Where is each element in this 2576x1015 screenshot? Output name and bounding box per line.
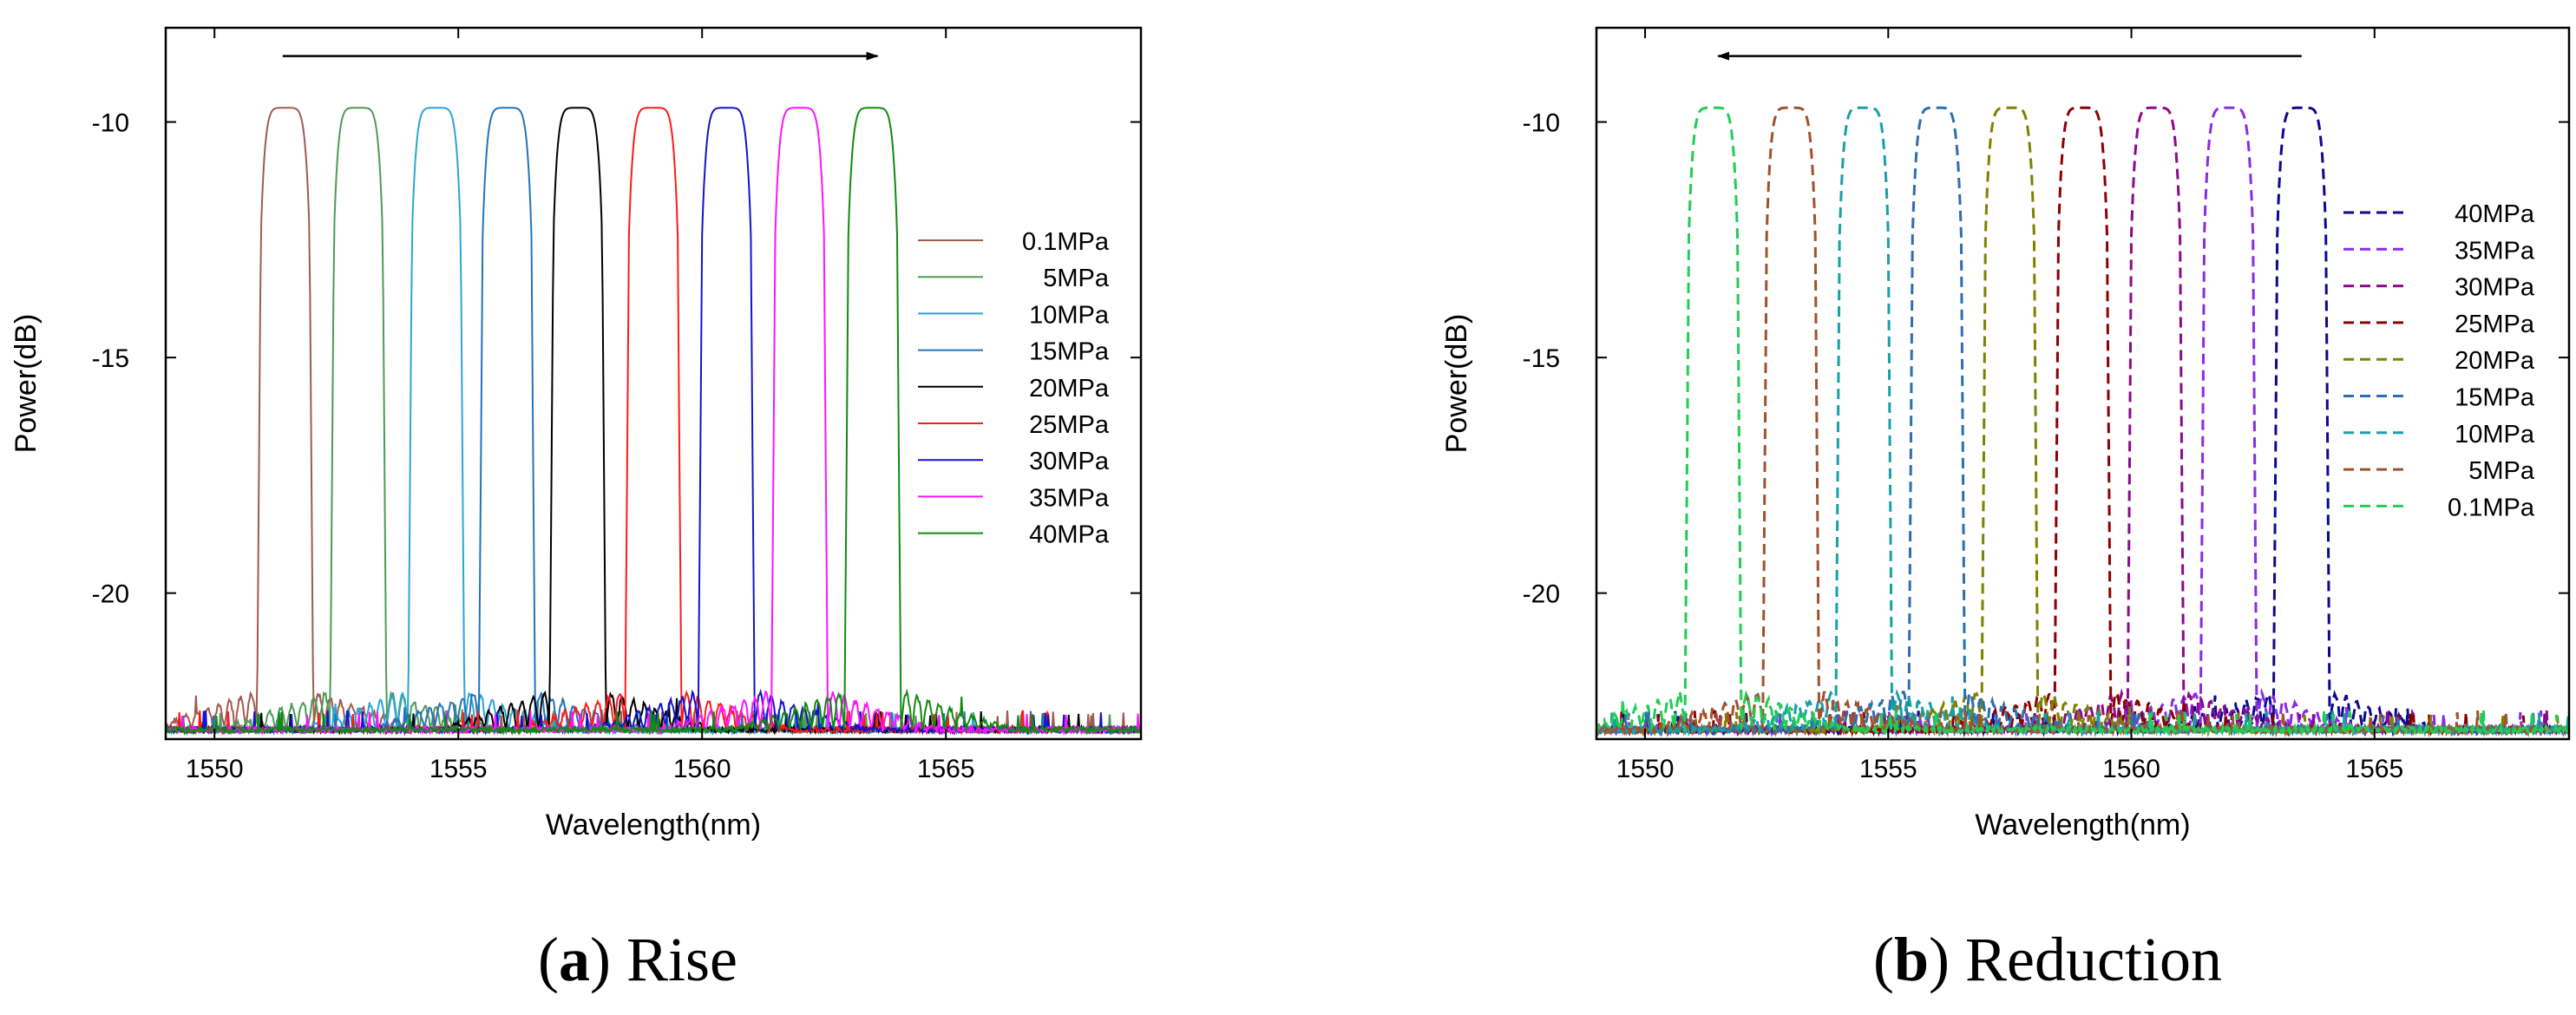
legend-label-25MPa: 25MPa: [1029, 411, 1110, 439]
plot-area: [166, 107, 1141, 737]
x-tick-label: 1555: [429, 755, 488, 783]
series-line-20MPa: [1596, 106, 2569, 738]
y-axis-label: Power(dB): [10, 314, 43, 454]
legend-label-35MPa: 35MPa: [1029, 484, 1110, 512]
x-axis-label: Wavelength(nm): [1975, 809, 2190, 841]
y-tick-label: -15: [92, 344, 129, 373]
legend-label-30MPa: 30MPa: [2455, 274, 2535, 302]
x-tick-label: 1565: [2345, 755, 2403, 783]
caption-text: ) Rise: [590, 925, 737, 994]
legend-label-0.1MPa: 0.1MPa: [2448, 494, 2535, 521]
caption-open-paren: (: [538, 925, 559, 994]
series-line-5MPa: [1596, 106, 2569, 738]
caption-panel-label: a: [559, 925, 590, 994]
legend-label-10MPa: 10MPa: [1029, 301, 1110, 329]
legend-label-20MPa: 20MPa: [2455, 347, 2535, 375]
y-tick-label: -20: [92, 580, 129, 609]
axes-frame: [1595, 26, 2571, 741]
y-tick-label: -10: [92, 109, 129, 138]
series-line-15MPa: [1596, 106, 2569, 738]
series-line-35MPa: [1596, 106, 2569, 738]
panel-caption: (a) Rise: [538, 925, 737, 994]
legend-label-40MPa: 40MPa: [2455, 200, 2535, 228]
series-line-0.1MPa: [166, 107, 1141, 736]
legend-label-35MPa: 35MPa: [2455, 237, 2535, 265]
caption-panel-label: b: [1894, 925, 1929, 994]
legend-label-10MPa: 10MPa: [2455, 421, 2535, 449]
x-axis-label: Wavelength(nm): [546, 809, 761, 841]
legend-label-30MPa: 30MPa: [1029, 448, 1110, 475]
legend-label-20MPa: 20MPa: [1029, 375, 1110, 403]
y-tick-label: -10: [1523, 109, 1560, 138]
axes-frame: [164, 26, 1143, 741]
legend-label-5MPa: 5MPa: [1043, 265, 1110, 292]
y-tick-label: -15: [1523, 344, 1560, 373]
series-line-30MPa: [1596, 106, 2569, 737]
caption-text: ) Reduction: [1929, 925, 2222, 994]
series-line-0.1MPa: [1596, 106, 2569, 738]
legend-label-15MPa: 15MPa: [2455, 384, 2535, 412]
x-tick-label: 1550: [1616, 755, 1675, 783]
legend-label-0.1MPa: 0.1MPa: [1022, 228, 1110, 256]
legend: 40MPa 35MPa 30MPa 25MPa 20MPa 15MPa 10MPa 5MPa 0…: [2343, 200, 2535, 521]
legend: 0.1MPa 5MPa 10MPa 15MPa 20MPa 25MPa 30MPa 35MPa…: [918, 228, 1110, 549]
series-line-40MPa: [1596, 106, 2569, 738]
y-tick-label: -20: [1523, 580, 1560, 609]
legend-label-5MPa: 5MPa: [2468, 457, 2535, 485]
legend-label-40MPa: 40MPa: [1029, 521, 1110, 549]
series-line-10MPa: [1596, 106, 2569, 738]
legend-label-25MPa: 25MPa: [2455, 311, 2535, 338]
panel-a-rise: 1550 1555 1560 1565 -10 -15 -20 Wavelength(nm) P…: [10, 26, 1143, 994]
legend-label-15MPa: 15MPa: [1029, 338, 1110, 366]
x-tick-label: 1560: [2102, 755, 2160, 783]
series-line-25MPa: [1596, 106, 2569, 737]
x-tick-label: 1555: [1859, 755, 1917, 783]
plot-area: [1596, 106, 2569, 738]
panel-b-reduction: 1550 1555 1560 1565 -10 -15 -20 Wavelength(nm) P…: [1440, 26, 2571, 994]
caption-open-paren: (: [1873, 925, 1894, 994]
y-axis-label: Power(dB): [1440, 314, 1473, 454]
x-tick-label: 1560: [673, 755, 731, 783]
series-line-40MPa: [166, 107, 1141, 737]
x-tick-label: 1550: [186, 755, 244, 783]
panel-caption: (b) Reduction: [1873, 925, 2222, 994]
x-tick-label: 1565: [917, 755, 975, 783]
